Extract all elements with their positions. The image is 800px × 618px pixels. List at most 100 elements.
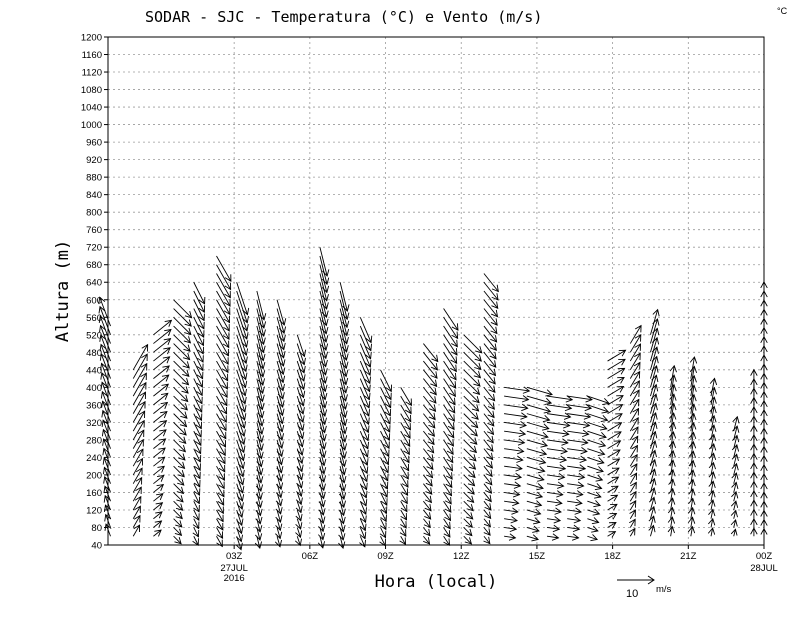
wind-vector-head (575, 498, 583, 507)
wind-vector-head (600, 414, 609, 423)
wind-vector (102, 419, 111, 441)
wind-vector-head (443, 521, 451, 530)
wind-vector-head (403, 439, 411, 448)
wind-vector (256, 334, 264, 361)
wind-vector-head (563, 412, 572, 420)
wind-vector-head (632, 417, 639, 425)
wind-vector-head (221, 365, 229, 374)
x-tick-label: 06Z (302, 551, 319, 562)
wind-vector (319, 247, 328, 277)
wind-vector (504, 404, 528, 409)
wind-vector (567, 439, 588, 444)
wind-vector (567, 500, 582, 504)
wind-vector-head (399, 529, 407, 537)
wind-vector (733, 416, 738, 432)
wind-vector (216, 334, 229, 357)
wind-vector-head (580, 447, 588, 455)
wind-vector (101, 391, 111, 414)
wind-vector-head (474, 354, 482, 362)
wind-vector-head (193, 496, 201, 505)
wind-vector-head (240, 356, 248, 365)
wind-vector-head (320, 401, 328, 409)
wind-vector-head (630, 481, 637, 490)
wind-vector-head (362, 441, 369, 450)
wind-vector-head (296, 448, 304, 456)
wind-vector-head (241, 332, 249, 340)
reference-vector-unit: m/s (656, 584, 672, 595)
wind-vector-head (195, 430, 202, 438)
wind-vector (400, 448, 410, 463)
wind-vector (380, 509, 387, 522)
wind-vector (546, 527, 560, 530)
wind-vector (236, 483, 243, 502)
x-tick-label: 09Z (377, 551, 394, 562)
wind-vector-head (571, 533, 580, 541)
wind-vector-head (176, 486, 185, 495)
y-tick-label: 1200 (81, 33, 102, 44)
y-tick-label: 320 (86, 418, 102, 429)
wind-vector-head (381, 482, 389, 490)
wind-vector (629, 519, 636, 528)
wind-vector (276, 395, 283, 416)
wind-vector (193, 536, 199, 546)
wind-vector (319, 404, 326, 425)
wind-vector-head (591, 517, 600, 525)
chart-title: SODAR - SJC - Temperatura (°C) e Vento (… (145, 8, 542, 26)
wind-vector-head (342, 320, 350, 329)
wind-vector-head (617, 367, 626, 375)
wind-vector (276, 509, 281, 523)
wind-vector-head (489, 360, 497, 368)
wind-vector (690, 432, 694, 449)
wind-vector (443, 457, 453, 472)
wind-vector (132, 524, 140, 537)
wind-vector (629, 371, 641, 388)
wind-vector-head (449, 389, 456, 398)
wind-vector-head (668, 431, 677, 439)
y-tick-label: 600 (86, 295, 102, 306)
wind-vector (400, 500, 408, 512)
wind-vector (193, 282, 205, 305)
wind-vector-head (601, 406, 610, 414)
wind-vector-head (540, 440, 549, 448)
wind-vector (504, 518, 518, 522)
wind-vector-head (487, 410, 495, 419)
wind-vector (319, 448, 325, 466)
wind-vector (546, 395, 573, 401)
wind-vector (256, 299, 265, 329)
wind-vector (276, 299, 285, 326)
wind-vector (132, 515, 141, 528)
wind-vector-head (708, 508, 716, 517)
wind-vector-head (541, 432, 549, 440)
x-axis-label: Hora (local) (375, 572, 498, 592)
wind-vector (103, 438, 111, 458)
wind-vector-head (339, 467, 347, 476)
wind-vector-head (141, 353, 148, 361)
wind-vector (443, 334, 458, 356)
wind-vector (629, 380, 640, 397)
wind-vector-head (256, 427, 265, 435)
wind-vector (173, 351, 190, 369)
wind-vector (400, 395, 412, 414)
wind-vector (216, 395, 228, 415)
wind-vector (380, 474, 388, 490)
wind-vector (132, 439, 144, 458)
wind-vector-head (380, 498, 388, 506)
wind-vector-head (239, 413, 247, 421)
wind-vector (670, 431, 674, 449)
wind-vector-head (484, 494, 492, 503)
wind-vector-head (450, 364, 457, 373)
wind-vector (216, 500, 224, 514)
wind-vector (216, 518, 224, 531)
wind-vector-head (427, 429, 435, 437)
wind-vector (567, 448, 588, 452)
wind-vector (276, 369, 284, 391)
wind-vector (567, 421, 590, 427)
wind-vector-head (618, 358, 626, 366)
wind-vector (256, 439, 262, 459)
wind-vector-head (615, 404, 624, 411)
wind-vector (443, 317, 459, 339)
wind-vector (319, 422, 325, 441)
wind-vector (276, 404, 283, 424)
wind-vector-head (405, 398, 412, 407)
wind-vector-head (668, 449, 676, 458)
